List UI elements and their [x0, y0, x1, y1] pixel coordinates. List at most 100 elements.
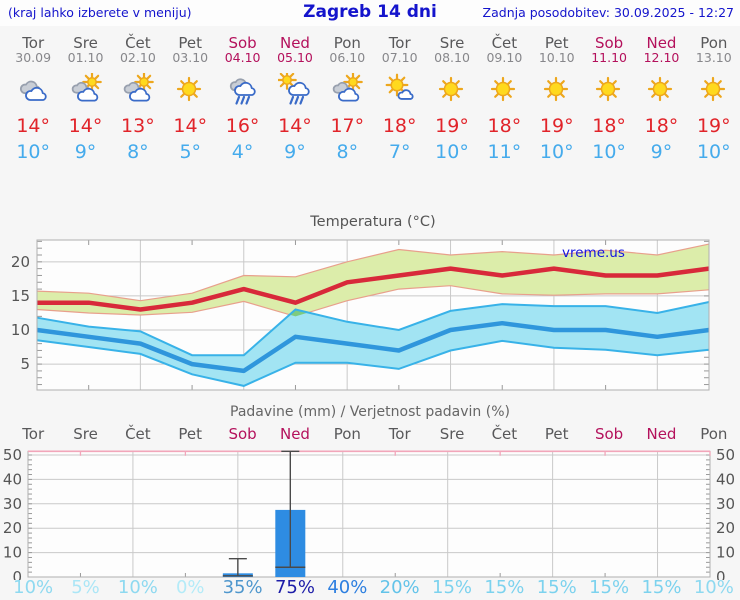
sun-shape: [81, 73, 102, 92]
day-name: Pet: [178, 34, 203, 52]
cloudy-icon: [20, 80, 47, 101]
temp-chart-title: Temperatura (°C): [309, 214, 435, 230]
precip-day-label: Pon: [333, 425, 361, 443]
low-temp: 4°: [231, 141, 254, 163]
day-date: 09.10: [486, 50, 523, 65]
day-date: 05.10: [277, 50, 313, 65]
precip-day-label: Čet: [491, 425, 518, 443]
precip-axis-label: 20: [716, 519, 735, 537]
low-temp: 9°: [284, 141, 306, 163]
precip-axis-label: 30: [3, 495, 22, 513]
precip-probability: 15%: [432, 577, 473, 598]
precip-probability: 0%: [175, 577, 205, 598]
precip-day-label: Sre: [439, 425, 465, 443]
precip-probability: 15%: [536, 577, 577, 598]
day-name: Sre: [73, 34, 98, 52]
y-axis-label: 20: [11, 253, 30, 271]
low-temp: 10°: [592, 141, 626, 163]
day-column: Sre 08.10 19° 10°: [426, 26, 478, 176]
day-name: Pon: [700, 34, 728, 52]
y-axis-label: 5: [20, 355, 30, 373]
high-temp: 14°: [278, 115, 312, 137]
day-date: 08.10: [434, 50, 470, 65]
precip-axis-label: 50: [716, 448, 735, 464]
precip-day-label: Sob: [594, 425, 624, 443]
high-temp: 18°: [487, 115, 522, 137]
precip-day-label: Sob: [228, 425, 257, 443]
precip-probability: 15%: [484, 577, 525, 598]
precip-day-label: Ned: [279, 425, 310, 443]
day-column: Ned 12.10 18° 9°: [635, 26, 687, 176]
day-date: 03.10: [172, 50, 209, 65]
low-temp: 11°: [487, 141, 522, 163]
low-temp: 10°: [696, 141, 731, 163]
high-temp: 13°: [121, 115, 155, 137]
day-date: 10.10: [538, 50, 575, 65]
high-temp: 16°: [225, 115, 260, 137]
low-temp: 8°: [127, 141, 149, 163]
watermark-link[interactable]: vreme.us: [562, 245, 625, 261]
menu-hint: (kraj lahko izberete v meniju): [8, 5, 192, 20]
low-temp: 9°: [74, 141, 97, 163]
sunny-icon: [648, 76, 673, 102]
day-column: Pet 03.10 14° 5°: [164, 26, 216, 176]
day-column: Sob 11.10 18° 10°: [583, 26, 635, 176]
sunny-icon: [543, 76, 568, 102]
low-temp: 5°: [179, 141, 202, 163]
precip-probability-row: 10% 5% 10% 0% 35% 75% 40% 20% 15% 15% 15% 15% 15% 10%: [0, 577, 740, 599]
sun-shape: [648, 76, 673, 102]
sun-shape: [343, 73, 364, 92]
low-temp: 10°: [539, 141, 574, 163]
precip-day-label: Tor: [388, 425, 411, 443]
mostly-sunny-icon: [385, 73, 414, 100]
day-column: Tor 07.10 18° 7°: [374, 26, 426, 176]
day-name: Sob: [228, 34, 257, 52]
precip-probability: 15%: [589, 577, 630, 598]
rain-icon: [229, 78, 256, 105]
low-temp: 10°: [435, 141, 469, 163]
day-column: Sre 01.10 14° 9°: [59, 26, 111, 176]
page-title: Zagreb 14 dni: [303, 2, 437, 22]
temperature-chart: 5 10 15 20 Temperatura (°C) vreme.us: [11, 214, 710, 391]
partly-cloudy-icon: [333, 73, 364, 102]
day-date: 02.10: [119, 50, 156, 65]
precip-probability: 10%: [693, 577, 734, 598]
precip-day-label: Čet: [125, 425, 151, 443]
sun-shape: [700, 76, 725, 102]
day-column: Ned 05.10 14° 9°: [269, 26, 321, 176]
high-temp: 14°: [68, 115, 103, 137]
day-column: Čet 09.10 18° 11°: [478, 26, 530, 176]
sun-shape: [543, 76, 568, 102]
precip-probability: 15%: [641, 577, 682, 598]
day-name: Sre: [439, 34, 465, 52]
sunny-icon: [491, 76, 516, 102]
precip-probability: 20%: [379, 577, 420, 598]
high-temp: 18°: [382, 115, 417, 137]
precip-day-label: Sre: [73, 425, 98, 443]
day-column: Pon 06.10 17° 8°: [321, 26, 373, 176]
precip-probability: 35%: [222, 577, 263, 598]
sun-shape: [438, 76, 464, 102]
day-name: Pet: [544, 34, 569, 52]
y-axis-label: 15: [11, 287, 30, 305]
precip-probability: 10%: [13, 577, 54, 598]
high-temp: 18°: [644, 115, 679, 137]
partly-cloudy-icon: [71, 73, 102, 102]
sun-shape: [277, 73, 297, 90]
high-temp: 14°: [16, 115, 51, 137]
precip-axis-label: 20: [3, 519, 22, 537]
high-temp: 14°: [173, 115, 208, 137]
precip-probability: 40%: [327, 577, 368, 598]
sunny-icon: [438, 76, 464, 102]
day-name: Ned: [646, 34, 677, 52]
high-temp: 17°: [330, 115, 365, 137]
precip-axis-label: 0: [12, 568, 22, 580]
precip-axis-label: 0: [716, 568, 726, 580]
sunny-icon: [595, 76, 621, 102]
day-date: 04.10: [224, 50, 261, 65]
last-updated: Zadnja posodobitev: 30.09.2025 - 12:27: [482, 5, 734, 20]
forecast-strip: Tor 30.09 14° 10° Sre 01.10 14° 9° Čet 02.10 13° 8°…: [0, 26, 740, 176]
low-temp: 7°: [388, 141, 411, 163]
precip-axis-label: 40: [716, 470, 735, 488]
